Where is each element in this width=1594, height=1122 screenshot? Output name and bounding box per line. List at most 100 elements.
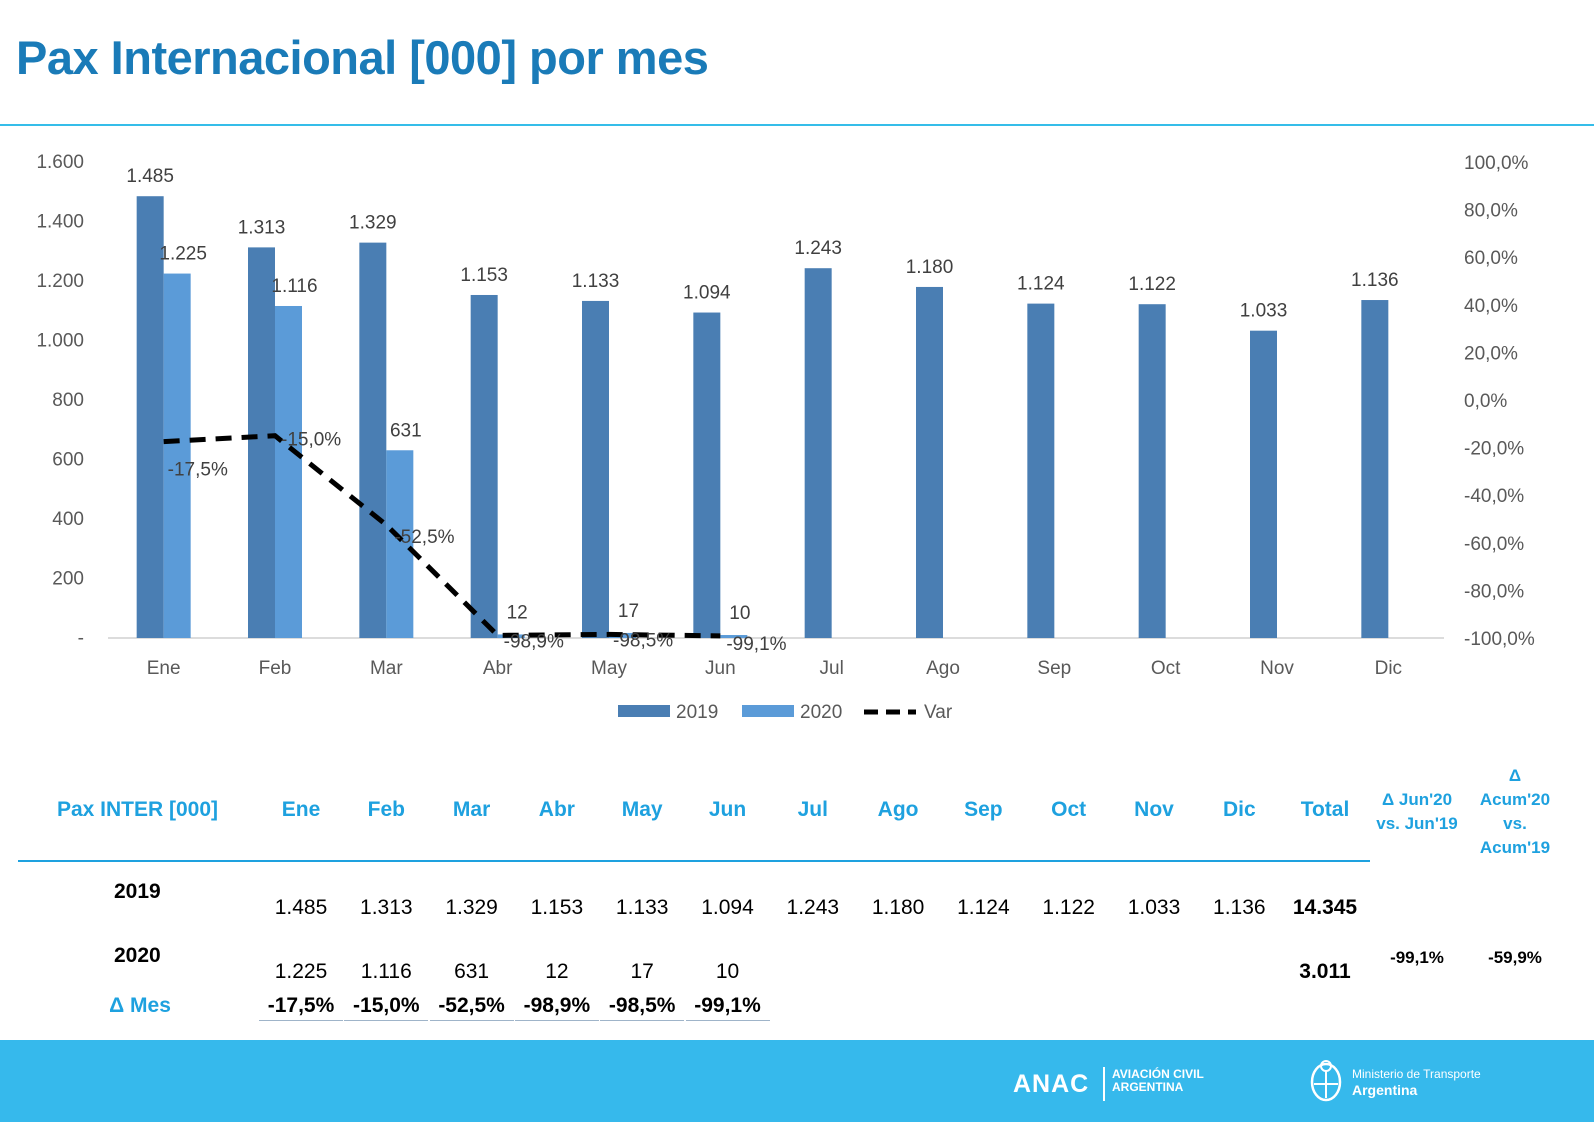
y-tick-label: 800	[52, 390, 84, 411]
bar-2019	[1138, 304, 1166, 638]
table-cell: 1.033	[1127, 896, 1181, 919]
bar-2020	[720, 635, 748, 638]
x-tick-label: Oct	[1151, 658, 1181, 679]
y2-tick-label: -40,0%	[1464, 486, 1524, 507]
table-header-total: Total	[1300, 798, 1350, 821]
y2-tick-label: -100,0%	[1464, 629, 1535, 650]
table-header-month: Feb	[367, 798, 405, 821]
table-header-month: Abr	[538, 798, 575, 821]
y2-tick-label: 80,0%	[1464, 201, 1518, 222]
bar-2019	[470, 294, 498, 638]
table-header-month: Jul	[797, 798, 828, 821]
delta-cell: -99,1%	[685, 994, 770, 1021]
delta-acum-line1: Δ	[1508, 766, 1522, 785]
table-divider	[18, 860, 1370, 862]
ministry-line1: Ministerio de Transporte	[1352, 1067, 1481, 1081]
table-cell: 631	[454, 960, 490, 983]
data-label-2019: 1.243	[794, 238, 842, 259]
delta-acum-line4: Acum'19	[1479, 838, 1551, 857]
x-tick-label: Dic	[1375, 658, 1402, 679]
series-line-var	[163, 433, 721, 639]
bar-2019	[804, 268, 832, 638]
table-cell: 1.133	[615, 896, 669, 919]
data-label-var: -15,0%	[281, 430, 341, 451]
table-header-month: Nov	[1134, 798, 1174, 821]
data-label-2020: 1.225	[159, 244, 207, 265]
y-tick-label: -	[78, 628, 84, 649]
page-title: Pax Internacional [000] por mes	[16, 31, 709, 84]
y2-tick-label: 100,0%	[1464, 153, 1529, 174]
bar-2019	[1027, 303, 1055, 638]
legend-label-2020: 2020	[800, 702, 842, 723]
table-cell: 1.124	[957, 896, 1010, 919]
table-header-month: May	[621, 798, 663, 821]
bar-2019	[136, 196, 164, 638]
y2-tick-label: -80,0%	[1464, 581, 1524, 602]
delta-acum-value: -59,9%	[1488, 948, 1542, 967]
data-label-2019: 1.313	[238, 217, 286, 238]
table-header-delta-acum: Δ Acum'20 vs. Acum'19	[1472, 764, 1558, 860]
row-label-2020: 2020	[114, 944, 161, 967]
delta-cell: -15,0%	[344, 994, 429, 1021]
logo-separator	[1103, 1067, 1105, 1101]
table-cell: 1.243	[786, 896, 840, 919]
y2-tick-label: -20,0%	[1464, 439, 1524, 460]
y2-tick-label: 0,0%	[1464, 391, 1507, 412]
y2-tick-label: 60,0%	[1464, 248, 1518, 269]
delta-cell: -52,5%	[429, 994, 514, 1021]
table-cell: 1.485	[274, 896, 328, 919]
data-label-2019: 1.329	[349, 213, 397, 234]
data-label-2020: 631	[390, 420, 422, 441]
table-cell: 12	[545, 960, 569, 983]
table-cell: 1.136	[1213, 896, 1266, 919]
data-label-2020: 1.116	[271, 276, 317, 297]
x-tick-label: Mar	[370, 658, 403, 679]
passenger-chart: - 200 400 600 800 1.000 1.200 1.400 1.600 -100,0%…	[36, 152, 1535, 723]
bar-2019	[582, 300, 609, 638]
y-tick-label: 1.200	[36, 271, 84, 292]
data-label-2019: 1.094	[683, 283, 731, 304]
data-label-var: -98,5%	[613, 630, 673, 651]
legend-swatch-2020	[742, 705, 794, 717]
table-header-month: Oct	[1051, 798, 1087, 821]
delta-row-label: Δ Mes	[109, 994, 171, 1017]
table-cell: 1.329	[445, 896, 498, 919]
anac-sub-line2: ARGENTINA	[1112, 1080, 1184, 1094]
table-cell: 1.094	[701, 896, 754, 919]
table-header-delta-jun: Δ Jun'20 vs. Jun'19	[1372, 788, 1462, 836]
bar-2019	[1250, 330, 1277, 638]
table-cell: 1.180	[871, 896, 925, 919]
data-label-2019: 1.033	[1240, 301, 1288, 322]
ministry-logo: Ministerio de Transporte Argentina	[1352, 1066, 1481, 1099]
data-label-2019: 1.153	[460, 265, 508, 286]
x-tick-label: Feb	[259, 658, 292, 679]
delta-acum-line3: vs.	[1503, 814, 1527, 833]
delta-jun-value: -99,1%	[1390, 948, 1444, 967]
data-label-var: -99,1%	[726, 634, 786, 655]
footer-bar: ANAC AVIACIÓN CIVIL ARGENTINA Ministerio…	[0, 1040, 1594, 1122]
delta-jun-line1: Δ Jun'20	[1381, 790, 1453, 809]
table-header-month: Sep	[964, 798, 1003, 821]
data-label-2019: 1.485	[126, 166, 174, 187]
table-header-label: Pax INTER [000]	[56, 798, 219, 821]
delta-acum-line2: Acum'20	[1479, 790, 1551, 809]
data-label-2019: 1.136	[1351, 270, 1399, 291]
y-tick-label: 400	[52, 509, 84, 530]
row-label-2019: 2019	[114, 880, 161, 903]
bar-2020	[275, 305, 302, 638]
table-header-month: Mar	[452, 798, 491, 821]
data-label-var: -17,5%	[168, 460, 228, 481]
data-label-var: -98,9%	[504, 631, 564, 652]
bar-2019	[1361, 300, 1389, 638]
ministry-line2: Argentina	[1352, 1082, 1418, 1098]
title-divider	[0, 124, 1594, 126]
table-cell: 1.225	[274, 960, 328, 983]
table-header-month: Ene	[281, 798, 321, 821]
data-label-2020: 10	[729, 603, 750, 624]
y-tick-label: 1.400	[36, 212, 84, 233]
y2-tick-label: 20,0%	[1464, 343, 1518, 364]
delta-jun-line2: vs. Jun'19	[1376, 814, 1458, 833]
x-tick-label: Ago	[926, 658, 960, 679]
x-tick-label: Abr	[483, 658, 513, 679]
x-tick-label: Ene	[147, 658, 181, 679]
